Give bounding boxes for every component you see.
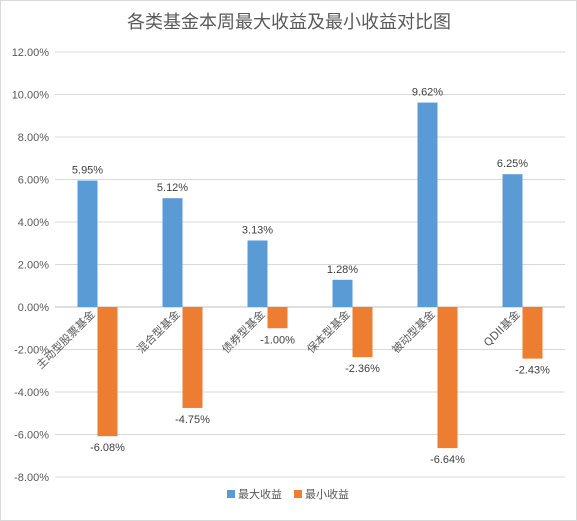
data-label: 1.28% [327, 264, 358, 276]
y-axis-ticks: 12.00% 10.00% 8.00% 6.00% 4.00% 2.00% 0.00% -2.… [12, 47, 50, 484]
y-tick-label: -2.00% [14, 345, 49, 357]
y-tick-label: -6.00% [14, 430, 49, 442]
legend-label: 最大收益 [238, 487, 282, 501]
bar-min-return [267, 307, 288, 329]
legend-swatch-max [227, 490, 235, 498]
bar-max-return [247, 240, 268, 307]
y-tick-label: 10.00% [12, 90, 50, 102]
bar-max-return [332, 279, 353, 307]
chart-title: 各类基金本周最大收益及最小收益对比图 [127, 12, 451, 33]
category-label: 债券型基金 [219, 307, 268, 356]
data-label: -2.36% [345, 363, 380, 375]
data-label: 3.13% [242, 224, 273, 236]
bar-max-return [417, 102, 438, 307]
bar-max-return [77, 180, 98, 307]
gridlines [55, 51, 565, 478]
data-label: 6.25% [497, 158, 528, 170]
legend-swatch-min [294, 490, 302, 498]
bar-min-return [182, 307, 203, 408]
bar-max-return [502, 174, 523, 307]
y-tick-label: -4.00% [14, 387, 49, 399]
y-tick-label: 8.00% [18, 132, 49, 144]
legend-label: 最小收益 [305, 487, 349, 501]
data-label: -6.64% [430, 454, 465, 466]
data-label: -2.43% [515, 365, 550, 377]
y-tick-label: 4.00% [18, 217, 49, 229]
y-tick-label: 6.00% [18, 175, 49, 187]
bar-min-return [522, 307, 543, 359]
category-label: QDII基金 [480, 307, 522, 349]
data-label: 9.62% [412, 87, 443, 99]
bar-max-return [162, 198, 183, 307]
category-label: 保本型基金 [304, 307, 353, 356]
y-tick-label: 12.00% [12, 47, 50, 59]
data-labels: 5.95% -6.08% 5.12% -4.75% 3.13% -1.00% 1.28% -2… [72, 87, 550, 467]
y-tick-label: -8.00% [14, 472, 49, 484]
data-label: -6.08% [90, 442, 125, 454]
legend: 最大收益 最小收益 [227, 487, 349, 501]
bar-min-return [352, 307, 373, 358]
data-label: 5.95% [72, 165, 103, 177]
category-label: 混合型基金 [134, 307, 183, 356]
bar-min-return [437, 307, 458, 449]
y-tick-label: 2.00% [18, 260, 49, 272]
y-tick-label: 0.00% [18, 302, 49, 314]
bar-min-return [97, 307, 118, 437]
bars [77, 102, 543, 449]
category-label: 主动型股票基金 [33, 307, 97, 371]
data-label: -4.75% [175, 414, 210, 426]
data-label: -1.00% [260, 334, 295, 346]
category-label: 被动型基金 [389, 307, 438, 356]
data-label: 5.12% [157, 182, 188, 194]
